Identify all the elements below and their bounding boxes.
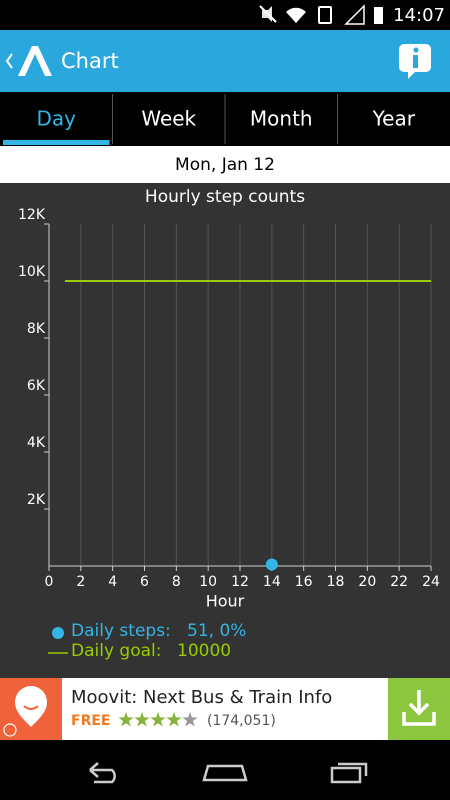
star (182, 712, 198, 727)
star (166, 712, 182, 727)
y-tick-label: 10K (18, 264, 46, 280)
chart-title: Hourly step counts (145, 187, 305, 207)
tab-label: Month (250, 107, 313, 131)
tab-label: Year (372, 107, 416, 131)
y-tick-label: 2K (27, 492, 46, 508)
x-tick-label: 18 (327, 574, 345, 590)
app-title: Chart (61, 49, 119, 73)
legend-name: Daily goal: (71, 641, 161, 661)
ad-stars (118, 712, 198, 727)
x-tick-label: 20 (358, 574, 376, 590)
x-tick-label: 16 (295, 574, 313, 590)
star (134, 712, 150, 727)
nav-home[interactable] (202, 764, 248, 782)
app-bar (0, 30, 450, 92)
y-tick-label: 6K (27, 378, 46, 394)
chart-panel (0, 183, 450, 678)
status-icons (259, 4, 383, 25)
x-tick-label: 12 (231, 574, 249, 590)
y-tick-label: 8K (27, 321, 46, 337)
tab[interactable] (225, 92, 338, 146)
info-button[interactable] (399, 44, 431, 79)
tab-label: Week (141, 107, 196, 131)
x-tick-label: 24 (422, 574, 440, 590)
x-tick-label: 22 (390, 574, 408, 590)
tab-indicator (3, 140, 110, 145)
tab[interactable] (112, 92, 226, 146)
legend-name: Daily steps: (71, 621, 171, 641)
star (150, 712, 166, 727)
status-time: 14:07 (393, 5, 445, 26)
x-tick-label: 4 (108, 574, 117, 590)
x-tick-label: 2 (76, 574, 85, 590)
download-icon (402, 690, 436, 726)
nav-bar (0, 740, 450, 800)
x-tick-label: 0 (45, 574, 54, 590)
x-tick-label: 8 (172, 574, 181, 590)
legend-value: 10000 (177, 641, 231, 661)
x-axis-label: Hour (206, 592, 245, 611)
y-tick-label: 4K (27, 435, 46, 451)
nav-back[interactable] (89, 762, 116, 784)
tab[interactable] (337, 92, 450, 146)
x-tick-label: 14 (263, 574, 281, 590)
x-tick-label: 6 (140, 574, 149, 590)
tab[interactable] (0, 92, 113, 146)
legend-swatch (52, 627, 64, 639)
star (118, 712, 134, 727)
x-tick-label: 10 (199, 574, 217, 590)
ad-title: Moovit: Next Bus & Train Info (71, 687, 332, 708)
data-point (265, 558, 278, 571)
ad-rating-count: (174,051) (207, 713, 276, 729)
ad-price: FREE (71, 713, 110, 729)
y-tick-label: 12K (18, 207, 46, 223)
back-logo[interactable] (5, 46, 52, 76)
ad-info-icon[interactable] (3, 723, 17, 737)
ad-banner[interactable] (0, 678, 450, 740)
ad-icon-smile (23, 705, 39, 710)
date-label: Mon, Jan 12 (175, 155, 275, 175)
date-strip (0, 146, 450, 183)
nav-recents[interactable] (330, 762, 368, 784)
legend-value: 51, 0% (187, 621, 246, 641)
ad-icon-pin (15, 686, 47, 727)
tab-label: Day (37, 107, 77, 131)
